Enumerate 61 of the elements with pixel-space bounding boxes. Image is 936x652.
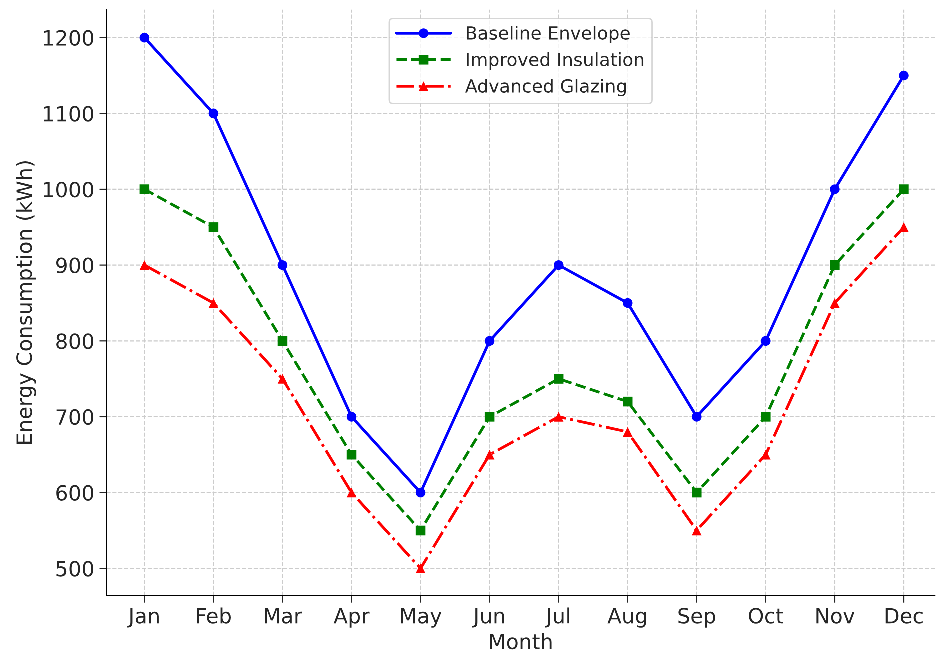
y-axis-title: Energy Consumption (kWh) xyxy=(16,162,36,444)
point xyxy=(208,298,219,308)
point xyxy=(484,450,495,460)
x-tick-label: Aug xyxy=(608,608,646,628)
point xyxy=(761,336,771,346)
legend-label: Advanced Glazing xyxy=(465,79,626,97)
point xyxy=(899,70,909,81)
point xyxy=(692,526,702,536)
point xyxy=(208,222,219,232)
point xyxy=(278,260,288,270)
point xyxy=(623,298,633,308)
x-axis-title: Month xyxy=(490,633,552,650)
point xyxy=(761,412,771,422)
point xyxy=(416,564,426,574)
x-tick-label: Jul xyxy=(545,608,570,628)
x-tick-label: Sep xyxy=(678,608,716,628)
point xyxy=(692,488,702,498)
y-tick-label: 700 xyxy=(56,409,94,426)
point xyxy=(140,32,150,43)
point xyxy=(623,396,633,407)
x-tick-label: Jun xyxy=(472,608,504,628)
x-tick-label: Dec xyxy=(886,608,923,624)
y-tick-label: 900 xyxy=(56,258,94,274)
point xyxy=(278,336,288,346)
point xyxy=(830,298,840,308)
point xyxy=(278,374,288,384)
y-tick-label: 500 xyxy=(56,561,94,577)
point xyxy=(346,412,357,422)
point xyxy=(554,412,564,422)
point xyxy=(899,222,909,232)
x-tick-label: May xyxy=(401,608,442,628)
point xyxy=(761,450,771,460)
point xyxy=(140,184,150,194)
point xyxy=(140,260,150,270)
point xyxy=(692,412,702,422)
point xyxy=(208,108,219,119)
point xyxy=(484,412,495,422)
x-tick-label: Jan xyxy=(128,608,159,628)
point xyxy=(830,184,840,194)
y-tick-label: 800 xyxy=(56,334,94,350)
point xyxy=(416,488,426,498)
point xyxy=(899,184,909,194)
point xyxy=(554,260,564,270)
y-tick-label: 1100 xyxy=(44,106,94,122)
point xyxy=(554,374,564,384)
y-tick-label: 1000 xyxy=(44,182,94,198)
point xyxy=(484,336,495,346)
legend-label: Improved Insulation xyxy=(467,52,644,70)
point xyxy=(346,488,357,498)
y-tick-label: 600 xyxy=(56,485,94,502)
point xyxy=(346,450,357,460)
y-tick-label: 1200 xyxy=(44,30,94,46)
x-tick-label: Mar xyxy=(265,608,302,624)
x-tick-label: Nov xyxy=(816,608,855,624)
point xyxy=(623,427,633,437)
x-tick-label: Oct xyxy=(749,608,784,624)
point xyxy=(416,526,426,536)
point xyxy=(830,260,840,270)
x-tick-label: Apr xyxy=(334,608,370,628)
x-tick-label: Feb xyxy=(197,608,231,624)
legend-label: Baseline Envelope xyxy=(467,26,630,44)
